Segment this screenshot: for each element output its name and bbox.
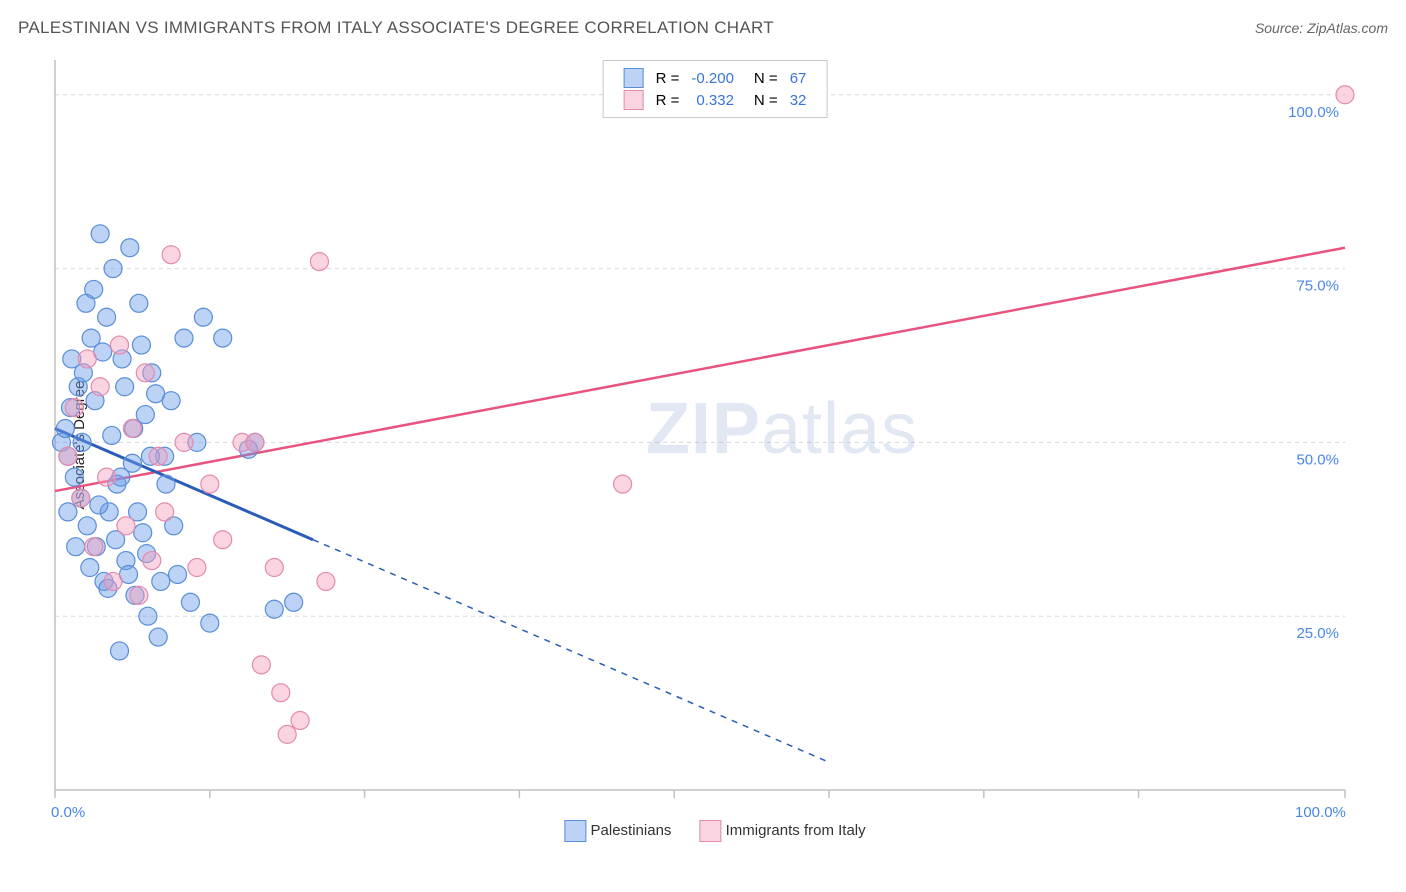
svg-text:50.0%: 50.0% xyxy=(1296,451,1339,468)
scatter-chart: 25.0% 50.0% 75.0% 100.0% xyxy=(45,50,1355,830)
chart-title: PALESTINIAN VS IMMIGRANTS FROM ITALY ASS… xyxy=(18,18,774,38)
x-axis-min-label: 0.0% xyxy=(51,804,85,821)
stats-legend: R =-0.200N =67R =0.332N =32 xyxy=(603,60,828,118)
svg-text:25.0%: 25.0% xyxy=(1296,625,1339,642)
chart-area: Associate's Degree 25.0%50.0%75.0%100.0%… xyxy=(45,50,1385,840)
x-axis-max-label: 100.0% xyxy=(1295,804,1346,821)
series-legend: Palestinians Immigrants from Italy xyxy=(564,820,865,842)
svg-text:100.0%: 100.0% xyxy=(1288,104,1339,121)
source-label: Source: ZipAtlas.com xyxy=(1255,20,1388,36)
svg-text:75.0%: 75.0% xyxy=(1296,278,1339,295)
